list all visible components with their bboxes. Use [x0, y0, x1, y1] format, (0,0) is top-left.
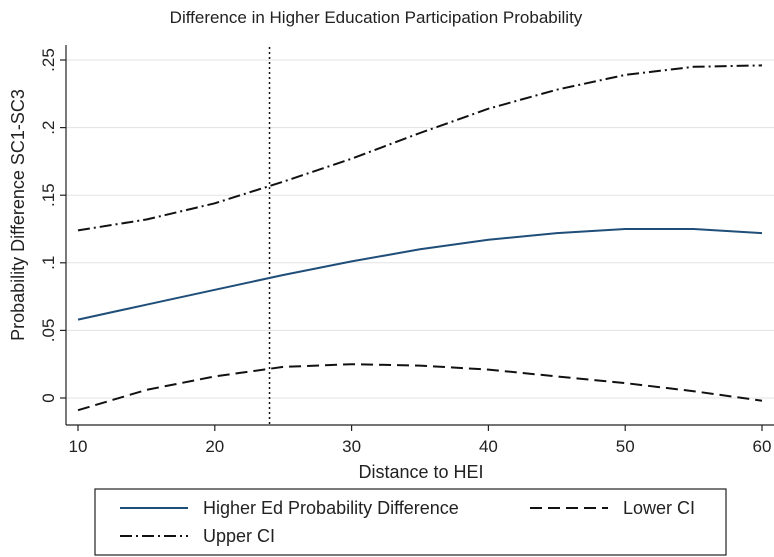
series-line-higher-ed-probability-difference: [77, 228, 763, 321]
legend-label: Upper CI: [203, 526, 275, 546]
legend: Higher Ed Probability Difference Lower CI…: [94, 488, 727, 556]
y-axis-title: Probability Difference SC1-SC3: [8, 89, 28, 341]
y-tick-label: 0: [39, 393, 58, 402]
y-tick-label: .25: [39, 48, 58, 72]
gridlines: [66, 59, 774, 399]
x-tick-label: 20: [205, 437, 224, 456]
legend-box: [94, 488, 727, 556]
x-axis-title: Distance to HEI: [358, 462, 483, 482]
legend-label: Lower CI: [623, 498, 695, 518]
series-line-lower-ci: [77, 363, 763, 412]
y-tick-label: .05: [39, 319, 58, 343]
series-lines: [77, 64, 763, 412]
axes: 0 .05 .1 .15 .2 .25 10 20 30 40 50 60: [39, 45, 774, 456]
chart-title: Difference in Higher Education Participa…: [170, 8, 583, 27]
x-tick-label: 10: [69, 437, 88, 456]
y-tick-label: .2: [39, 121, 58, 135]
x-tick-label: 50: [616, 437, 635, 456]
x-tick-label: 60: [753, 437, 772, 456]
x-tick-label: 30: [342, 437, 361, 456]
y-tick-label: .15: [39, 183, 58, 207]
legend-label: Higher Ed Probability Difference: [203, 498, 459, 518]
x-tick-label: 40: [479, 437, 498, 456]
series-line-upper-ci: [77, 64, 763, 232]
y-tick-label: .1: [39, 256, 58, 270]
